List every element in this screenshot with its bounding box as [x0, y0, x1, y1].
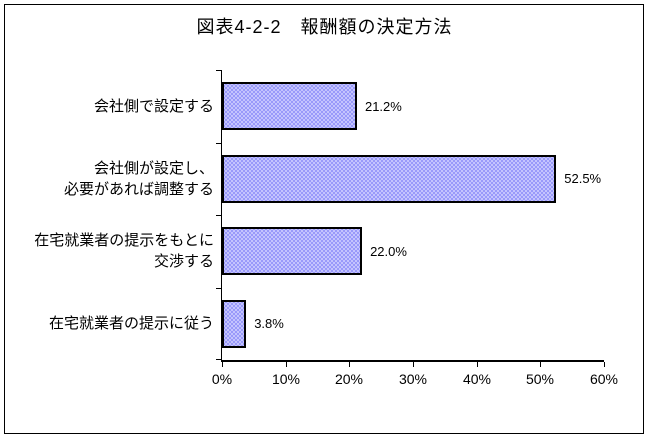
x-axis-tick-label: 30% — [398, 371, 428, 387]
bar — [222, 227, 363, 275]
x-axis-tick-label: 60% — [589, 371, 619, 387]
x-axis-tick-label: 0% — [211, 371, 233, 387]
value-label: 3.8% — [254, 316, 284, 331]
bar — [222, 299, 247, 348]
category-label: 会社側が設定し、 必要があれば調整する — [63, 159, 214, 198]
value-label: 21.2% — [364, 98, 402, 114]
x-axis-tick — [540, 362, 541, 367]
y-axis-tick — [216, 143, 221, 144]
y-axis-tick — [216, 215, 221, 216]
y-axis-tick — [216, 70, 221, 71]
x-axis-tick — [286, 362, 287, 367]
y-axis-tick — [216, 288, 221, 289]
y-axis-tick — [216, 359, 221, 360]
category-label: 会社側で設定する — [93, 97, 214, 115]
category-label: 在宅就業者の提示をもとに 交渉する — [34, 232, 214, 271]
plot-area — [221, 70, 604, 362]
x-axis-tick — [222, 362, 223, 367]
x-axis-tick-label: 40% — [462, 371, 492, 387]
x-axis-tick-label: 20% — [334, 371, 364, 387]
category-label: 在宅就業者の提示に従う — [48, 315, 214, 333]
x-axis-tick-label: 10% — [271, 371, 301, 387]
bar — [222, 82, 357, 130]
chart-title: 図表4-2-2 報酬額の決定方法 — [196, 17, 453, 37]
x-axis-tick — [413, 362, 414, 367]
value-label: 52.5% — [564, 171, 602, 186]
chart-frame — [4, 4, 644, 434]
x-axis-tick-label: 50% — [525, 371, 555, 387]
value-label: 22.0% — [370, 243, 407, 259]
x-axis-tick — [604, 362, 605, 367]
bar — [222, 154, 557, 203]
x-axis-tick — [477, 362, 478, 367]
x-axis-tick — [349, 362, 350, 367]
